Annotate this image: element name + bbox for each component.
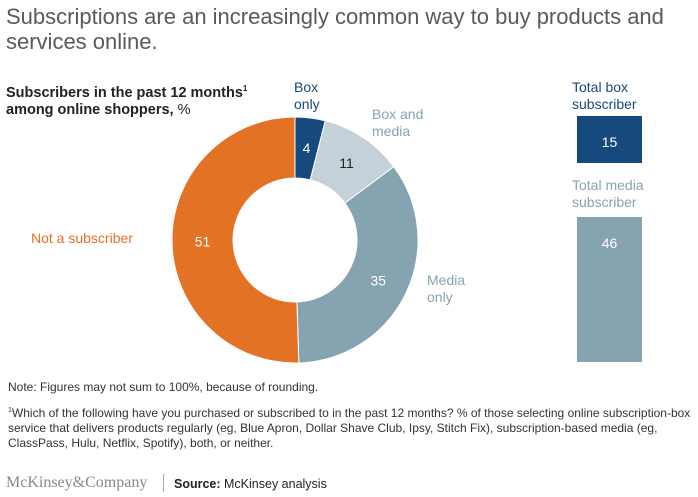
subtitle-text: Subscribers in the past 12 months — [6, 84, 243, 101]
chart-subtitle: Subscribers in the past 12 months1 among… — [6, 80, 266, 119]
donut-slice-media-only — [296, 166, 419, 364]
label-media-only: Media only — [427, 272, 466, 305]
donut-slice-not-a-subscriber — [171, 116, 300, 364]
divider — [163, 474, 164, 492]
donut-value-label: 35 — [370, 272, 386, 288]
source-text: McKinsey analysis — [220, 477, 327, 491]
subtitle-sup: 1 — [242, 84, 248, 93]
label-not-subscriber: Not a subscriber — [31, 230, 133, 246]
donut-value-label: 51 — [195, 233, 211, 249]
donut-value-label: 4 — [303, 140, 311, 156]
chart-title: Subscriptions are an increasingly common… — [6, 4, 664, 54]
donut-chart: 4 11 35 51 — [171, 116, 419, 364]
footnote: 1Which of the following have you purchas… — [8, 403, 692, 451]
bar-label-media: Total media subscriber — [572, 177, 644, 210]
bar-label-box: Total box subscriber — [572, 79, 637, 112]
brand-logo: McKinsey&Company — [6, 474, 148, 491]
footnote-mark: 1 — [8, 407, 12, 414]
source: Source: McKinsey analysis — [174, 477, 327, 491]
note: Note: Figures may not sum to 100%, becau… — [8, 380, 319, 394]
subtitle-unit: % — [173, 101, 191, 118]
bar-box: 15 — [577, 115, 642, 163]
label-box-and-media: Box and media — [372, 106, 424, 139]
subtitle-text2: among online shoppers, — [6, 101, 174, 118]
footnote-text: Which of the following have you purchase… — [8, 406, 691, 450]
donut-value-label: 11 — [339, 155, 354, 171]
bar-media: 46 — [577, 217, 642, 362]
bar-value-media: 46 — [601, 235, 618, 252]
label-box-only: Box only — [294, 79, 320, 112]
bar-value-box: 15 — [601, 133, 618, 150]
source-label: Source: — [174, 477, 221, 491]
